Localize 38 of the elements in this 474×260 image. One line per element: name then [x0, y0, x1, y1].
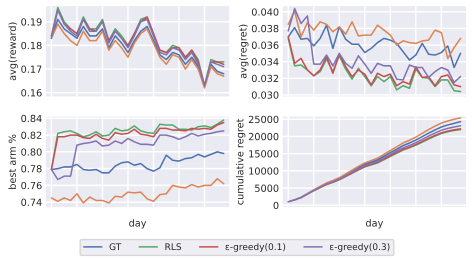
- x-axis-title: day: [366, 219, 384, 229]
- line-series: [50, 151, 224, 174]
- y-tick-label: 0.84: [21, 114, 42, 122]
- line-series: [50, 178, 224, 204]
- legend-label: RLS: [165, 243, 182, 250]
- line-series: [287, 8, 462, 84]
- y-tick-label: 0.78: [21, 165, 42, 172]
- y-axis-title: cumulative regret: [236, 118, 246, 205]
- y-tick-label: 5000: [255, 184, 278, 192]
- y-axis-title: avg(regret): [239, 24, 248, 78]
- line-series: [287, 10, 462, 60]
- legend-label: ε-greedy(0.1): [226, 243, 286, 252]
- y-tick-label: 0.19: [21, 18, 42, 26]
- y-tick-label: 0.038: [252, 24, 278, 32]
- x-axis-title: day: [129, 219, 146, 229]
- legend-label: ε-greedy(0.3): [330, 243, 390, 252]
- y-tick-label: 0.032: [252, 74, 278, 82]
- y-tick-label: 0.030: [252, 91, 278, 99]
- y-tick-label: 0.040: [252, 8, 278, 16]
- y-tick-label: 0.18: [21, 42, 42, 50]
- y-tick-label: 20000: [248, 132, 278, 140]
- y-tick-label: 0.82: [21, 132, 42, 139]
- y-axis-title: best arm %: [8, 134, 16, 189]
- line-series: [50, 130, 224, 180]
- legend-label: GT: [110, 243, 122, 250]
- y-tick-label: 0.036: [252, 42, 278, 49]
- y-tick-label: 0.76: [21, 182, 42, 190]
- y-axis-title: avg(reward): [8, 22, 18, 80]
- y-tick-label: 0.034: [252, 58, 279, 66]
- y-tick-label: 0.17: [21, 65, 42, 73]
- y-tick-label: 10000: [249, 167, 278, 175]
- y-tick-label: 0: [274, 202, 278, 210]
- y-tick-label: 0.80: [21, 148, 42, 156]
- y-tick-label: 25000: [248, 116, 278, 124]
- y-tick-label: 15000: [249, 150, 278, 158]
- line-series: [287, 24, 462, 68]
- y-tick-label: 0.74: [21, 198, 42, 206]
- y-tick-label: 0.16: [21, 89, 42, 96]
